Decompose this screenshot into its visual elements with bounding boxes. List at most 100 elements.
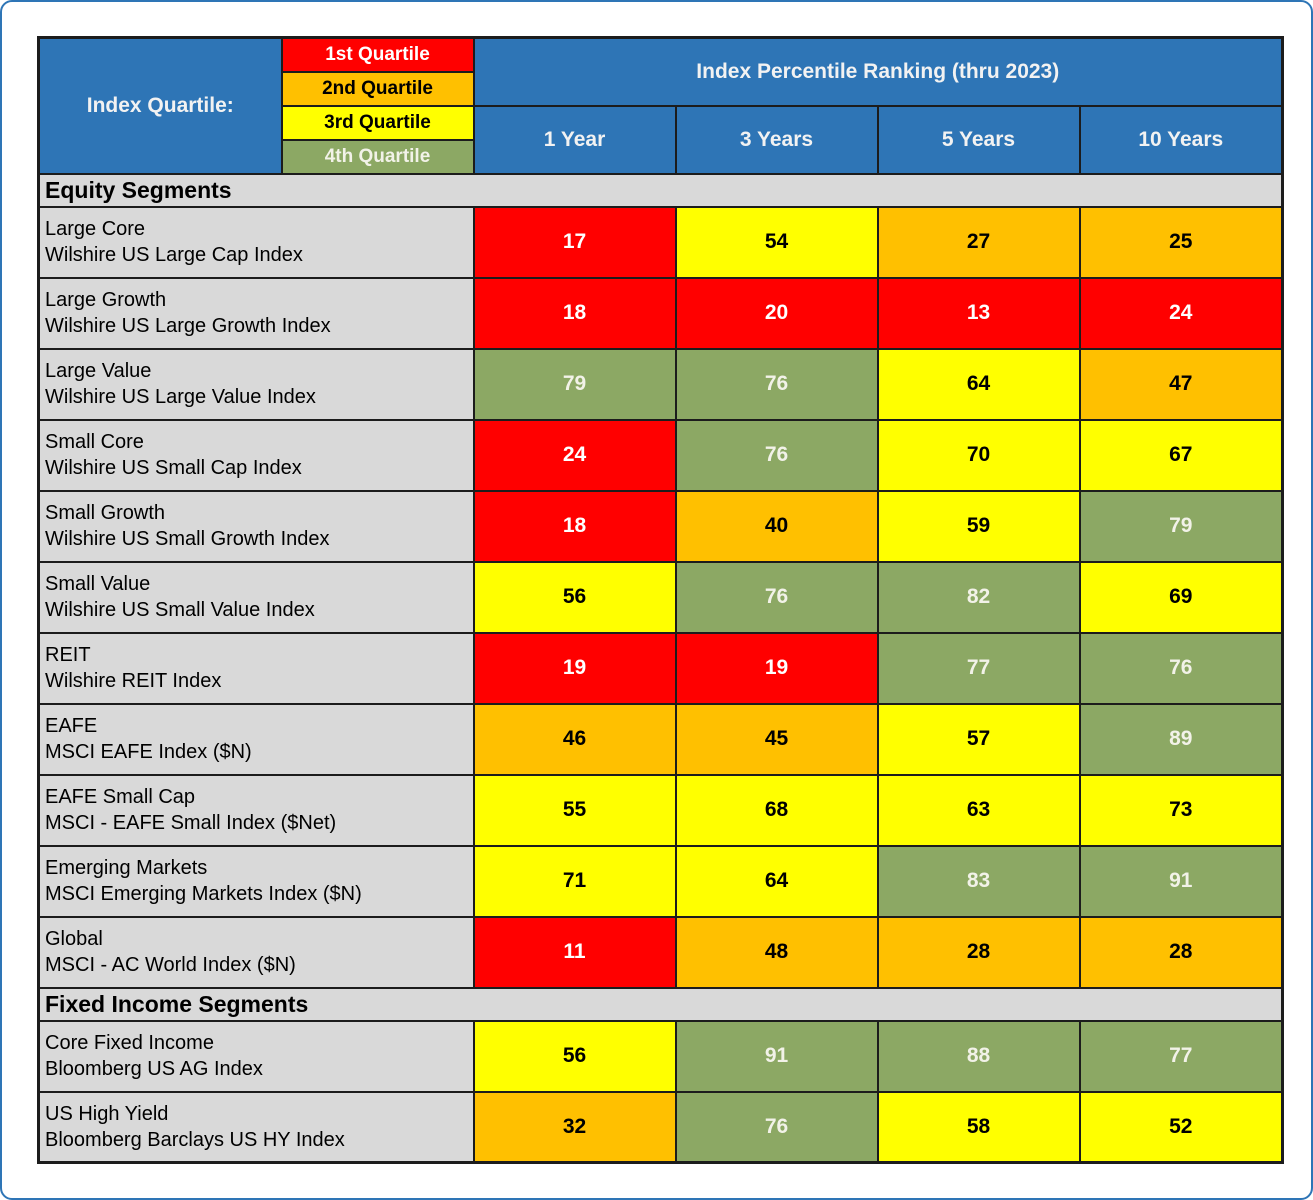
segment-name: Core Fixed Income [45, 1032, 214, 1054]
percentile-value-cell: 76 [674, 347, 879, 421]
segment-name: US High Yield [45, 1102, 169, 1125]
percentile-value-cell: 67 [1078, 418, 1284, 492]
percentile-value-cell: 76 [674, 418, 879, 492]
percentile-value-cell: 73 [1078, 773, 1284, 847]
table-row: Emerging Markets MSCI Emerging Markets In… [37, 844, 1284, 918]
segment-index-name: Wilshire US Small Value Index [45, 599, 315, 621]
table-row: Small Growth Wilshire US Small Growth Ind… [37, 489, 1284, 563]
percentile-value-cell: 59 [876, 489, 1081, 563]
segment-label-cell: Large Core Wilshire US Large Cap Index [37, 205, 475, 279]
table-row: Small Value Wilshire US Small Value Index… [37, 560, 1284, 634]
percentile-value-cell: 68 [674, 773, 879, 847]
section-header-row: Equity Segments [37, 172, 1284, 208]
percentile-value-cell: 56 [472, 560, 677, 634]
segment-label-cell: Small Value Wilshire US Small Value Index [37, 560, 475, 634]
legend-item-3rd-quartile: 3rd Quartile [280, 104, 475, 141]
segment-name: Small Growth [45, 502, 166, 524]
segment-index-name: Wilshire US Small Cap Index [45, 457, 302, 479]
percentile-value-cell: 24 [1078, 276, 1284, 350]
segment-label-cell: Large Value Wilshire US Large Value Index [37, 347, 475, 421]
segment-name: Small Core [45, 431, 144, 453]
percentile-value-cell: 77 [1078, 1019, 1284, 1093]
percentile-value-cell: 63 [876, 773, 1081, 847]
percentile-value-cell: 58 [876, 1090, 1081, 1164]
column-header-1-year: 1 Year [472, 104, 677, 175]
table-body: Equity Segments Large Core Wilshire US Lar… [37, 172, 1284, 1164]
percentile-value-cell: 89 [1078, 702, 1284, 776]
table-row: Core Fixed Income Bloomberg US AG Index 56… [37, 1019, 1284, 1093]
percentile-value-cell: 91 [674, 1019, 879, 1093]
table-title: Index Percentile Ranking (thru 2023) [472, 36, 1284, 107]
percentile-value-cell: 46 [472, 702, 677, 776]
segment-index-name: MSCI Emerging Markets Index ($N) [45, 883, 362, 905]
column-header-3-years: 3 Years [674, 104, 879, 175]
table-row: US High Yield Bloomberg Barclays US HY In… [37, 1090, 1284, 1164]
table-row: Large Value Wilshire US Large Value Index… [37, 347, 1284, 421]
segment-label-cell: Large Growth Wilshire US Large Growth Ind… [37, 276, 475, 350]
percentile-value-cell: 76 [1078, 631, 1284, 705]
percentile-value-cell: 18 [472, 276, 677, 350]
percentile-value-cell: 28 [1078, 915, 1284, 989]
index-percentile-ranking-table: Index Quartile: 1st Quartile Index Perce… [37, 36, 1284, 1164]
percentile-value-cell: 76 [674, 560, 879, 634]
segment-index-name: Wilshire US Large Growth Index [45, 315, 331, 337]
percentile-value-cell: 71 [472, 844, 677, 918]
segment-index-name: MSCI - EAFE Small Index ($Net) [45, 812, 337, 834]
segment-label-cell: Small Growth Wilshire US Small Growth Ind… [37, 489, 475, 563]
segment-name: Small Value [45, 573, 151, 595]
segment-index-name: Wilshire REIT Index [45, 670, 222, 692]
segment-index-name: Bloomberg US AG Index [45, 1058, 263, 1080]
segment-name: EAFE [45, 715, 98, 737]
segment-name: Emerging Markets [45, 857, 208, 879]
percentile-value-cell: 79 [1078, 489, 1284, 563]
segment-label-cell: US High Yield Bloomberg Barclays US HY In… [37, 1090, 475, 1164]
table-row: EAFE Small Cap MSCI - EAFE Small Index ($… [37, 773, 1284, 847]
percentile-value-cell: 82 [876, 560, 1081, 634]
percentile-value-cell: 70 [876, 418, 1081, 492]
segment-index-name: Wilshire US Large Value Index [45, 386, 316, 408]
legend-item-2nd-quartile: 2nd Quartile [280, 70, 475, 107]
percentile-value-cell: 56 [472, 1019, 677, 1093]
percentile-value-cell: 55 [472, 773, 677, 847]
percentile-value-cell: 13 [876, 276, 1081, 350]
segment-name: REIT [45, 644, 91, 666]
percentile-value-cell: 25 [1078, 205, 1284, 279]
percentile-value-cell: 32 [472, 1090, 677, 1164]
segment-index-name: Wilshire US Small Growth Index [45, 528, 330, 550]
section-title: Equity Segments [37, 172, 1284, 208]
percentile-value-cell: 19 [472, 631, 677, 705]
percentile-value-cell: 11 [472, 915, 677, 989]
percentile-value-cell: 45 [674, 702, 879, 776]
legend-item-1st-quartile: 1st Quartile [280, 36, 475, 73]
table-row: Small Core Wilshire US Small Cap Index 24 7… [37, 418, 1284, 492]
table-row: REIT Wilshire REIT Index 19 19 77 76 [37, 631, 1284, 705]
percentile-value-cell: 91 [1078, 844, 1284, 918]
percentile-value-cell: 18 [472, 489, 677, 563]
percentile-value-cell: 69 [1078, 560, 1284, 634]
segment-name: Large Core [45, 218, 146, 240]
table-row: Global MSCI - AC World Index ($N) 11 48 28 28 [37, 915, 1284, 989]
table-row: Large Growth Wilshire US Large Growth Ind… [37, 276, 1284, 350]
segment-label-cell: REIT Wilshire REIT Index [37, 631, 475, 705]
segment-label-cell: Global MSCI - AC World Index ($N) [37, 915, 475, 989]
segment-label-cell: Small Core Wilshire US Small Cap Index [37, 418, 475, 492]
legend-item-4th-quartile: 4th Quartile [280, 138, 475, 175]
table-header: Index Quartile: 1st Quartile Index Perce… [37, 36, 1284, 175]
legend-title: Index Quartile: [37, 36, 283, 175]
percentile-value-cell: 77 [876, 631, 1081, 705]
percentile-value-cell: 28 [876, 915, 1081, 989]
segment-index-name: MSCI - AC World Index ($N) [45, 954, 296, 976]
percentile-value-cell: 47 [1078, 347, 1284, 421]
percentile-value-cell: 48 [674, 915, 879, 989]
segment-label-cell: EAFE MSCI EAFE Index ($N) [37, 702, 475, 776]
percentile-value-cell: 27 [876, 205, 1081, 279]
section-title: Fixed Income Segments [37, 986, 1284, 1022]
segment-label-cell: Core Fixed Income Bloomberg US AG Index [37, 1019, 475, 1093]
percentile-value-cell: 64 [876, 347, 1081, 421]
percentile-value-cell: 24 [472, 418, 677, 492]
segment-name: Large Value [45, 360, 152, 382]
segment-index-name: Bloomberg Barclays US HY Index [45, 1128, 345, 1151]
percentile-value-cell: 76 [674, 1090, 879, 1164]
percentile-value-cell: 83 [876, 844, 1081, 918]
percentile-value-cell: 54 [674, 205, 879, 279]
